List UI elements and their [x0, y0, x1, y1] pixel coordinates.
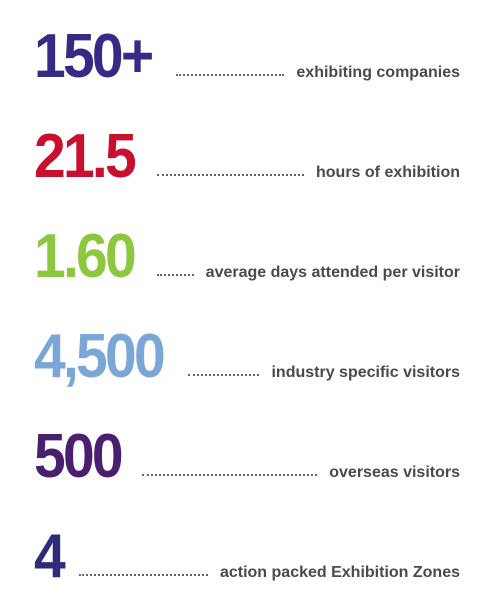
stat-number: 150+ — [34, 22, 154, 91]
stat-row: 4,500 industry specific visitors — [34, 318, 460, 388]
dotted-leader — [188, 374, 260, 376]
stat-label: action packed Exhibition Zones — [219, 564, 460, 581]
stat-number: 4,500 — [34, 322, 166, 391]
dotted-leader — [79, 574, 208, 576]
dotted-leader — [156, 274, 194, 276]
stat-label: industry specific visitors — [271, 364, 460, 381]
stat-row: 1.60 average days attended per visitor — [34, 218, 460, 288]
stat-row: 21.5 hours of exhibition — [34, 118, 460, 188]
stat-row: 500 overseas visitors — [34, 418, 460, 488]
dotted-leader — [175, 74, 285, 76]
stat-row: 4 action packed Exhibition Zones — [34, 518, 460, 588]
dotted-leader — [156, 174, 304, 176]
stat-label: exhibiting companies — [296, 64, 460, 81]
stat-number: 4 — [34, 522, 66, 591]
stat-row: 150+ exhibiting companies — [34, 18, 460, 88]
stat-number: 500 — [34, 422, 124, 491]
stat-label: average days attended per visitor — [205, 264, 460, 281]
stat-label: hours of exhibition — [316, 164, 460, 181]
stat-number: 1.60 — [34, 222, 137, 291]
stat-label: overseas visitors — [329, 464, 460, 481]
dotted-leader — [142, 474, 318, 476]
stat-number: 21.5 — [34, 122, 137, 191]
